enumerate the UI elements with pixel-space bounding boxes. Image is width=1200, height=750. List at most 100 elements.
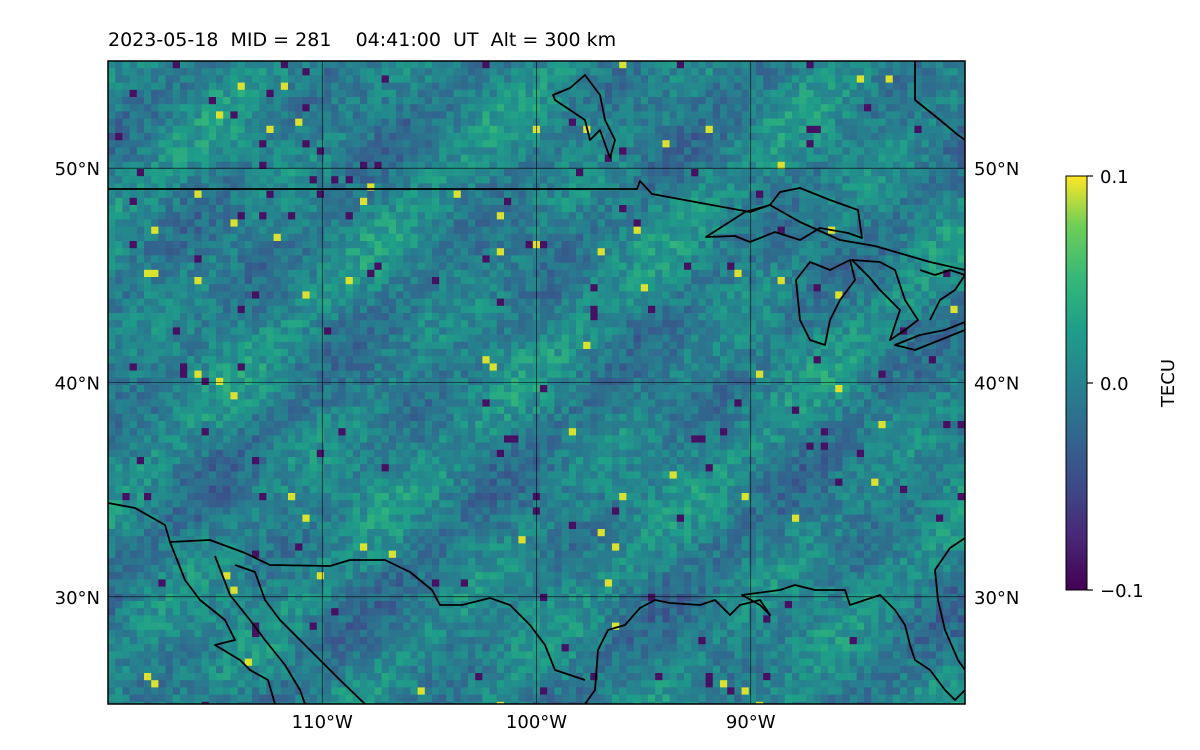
tec-cell <box>360 183 368 192</box>
tec-cell <box>468 176 476 184</box>
tec-cell <box>856 327 865 336</box>
tec-cell <box>662 111 671 120</box>
tec-cell <box>914 248 923 256</box>
tec-cell <box>367 255 375 264</box>
tec-cell <box>892 140 901 148</box>
tec-cell <box>720 313 728 321</box>
tec-cell <box>360 255 368 264</box>
tec-cell <box>208 176 217 184</box>
tec-cell <box>187 125 195 134</box>
tec-cell <box>446 82 455 91</box>
tec-cell <box>590 125 599 134</box>
tec-cell <box>698 68 707 76</box>
tec-cell <box>475 89 483 98</box>
tec-cell <box>907 197 915 206</box>
tec-cell <box>208 154 217 163</box>
tec-cell <box>604 140 613 148</box>
tec-cell <box>504 349 512 357</box>
tec-cell <box>352 118 361 127</box>
tec-cell <box>223 298 231 307</box>
tec-cell <box>943 248 951 256</box>
tec-cell <box>914 341 923 350</box>
tec-cell <box>482 154 491 163</box>
tec-cell <box>561 241 570 249</box>
tec-cell <box>662 226 671 235</box>
tec-cell <box>849 262 858 271</box>
tec-cell <box>324 269 332 278</box>
tec-cell <box>691 61 699 69</box>
tec-cell <box>864 104 872 112</box>
tec-cell <box>396 161 404 170</box>
tec-cell <box>280 334 289 343</box>
tec-cell <box>741 305 750 314</box>
tec-cell <box>158 125 167 134</box>
tec-cell <box>676 341 685 350</box>
tec-cell <box>828 219 836 228</box>
tec-cell <box>662 205 671 213</box>
tec-cell <box>388 269 397 278</box>
tec-cell <box>878 277 887 285</box>
tec-cell <box>748 118 757 127</box>
tec-cell <box>777 161 786 170</box>
tec-cell <box>136 327 145 336</box>
tec-cell <box>576 349 584 357</box>
tec-cell <box>367 212 375 220</box>
tec-cell <box>727 61 735 69</box>
tec-cell <box>237 262 246 271</box>
tec-cell <box>345 305 354 314</box>
tec-cell <box>309 140 318 148</box>
tec-cell <box>475 68 483 76</box>
tec-cell <box>792 61 800 69</box>
tec-cell <box>129 226 138 235</box>
tec-cell <box>172 212 181 220</box>
tec-cell <box>136 205 145 213</box>
tec-cell <box>352 356 361 364</box>
tec-cell <box>367 233 375 242</box>
tec-cell <box>396 291 404 300</box>
tec-cell <box>950 349 959 357</box>
tec-cell <box>518 82 527 91</box>
tec-cell <box>288 61 296 69</box>
tec-cell <box>705 327 714 336</box>
tec-cell <box>856 68 865 76</box>
tec-cell <box>554 169 563 177</box>
tec-cell <box>410 327 419 336</box>
tec-cell <box>648 205 656 213</box>
tec-cell <box>151 262 159 271</box>
tec-cell <box>518 147 527 156</box>
tec-cell <box>842 125 851 134</box>
tec-cell <box>943 341 951 350</box>
tec-cell <box>792 327 800 336</box>
tec-cell <box>835 125 843 134</box>
tec-cell <box>705 190 714 199</box>
tec-cell <box>360 176 368 184</box>
tec-cell <box>172 61 181 69</box>
tec-cell <box>151 190 159 199</box>
tec-cell <box>698 197 707 206</box>
tec-cell <box>324 284 332 292</box>
tec-cell <box>799 68 807 76</box>
tec-cell <box>950 89 959 98</box>
tec-cell <box>820 334 829 343</box>
tec-cell <box>640 349 649 357</box>
tec-cell <box>777 75 786 84</box>
tec-cell <box>259 125 267 134</box>
tec-cell <box>252 89 260 98</box>
tec-cell <box>943 118 951 127</box>
tec-cell <box>907 118 915 127</box>
tec-cell <box>921 248 930 256</box>
tec-cell <box>820 97 829 105</box>
tec-cell <box>554 183 563 192</box>
tec-cell <box>626 176 635 184</box>
tec-cell <box>432 183 440 192</box>
tec-cell <box>316 125 325 134</box>
tec-cell <box>446 89 455 98</box>
tec-cell <box>936 313 944 321</box>
tec-cell <box>655 255 663 264</box>
tec-cell <box>648 169 656 177</box>
tec-cell <box>763 205 771 213</box>
tec-cell <box>208 68 217 76</box>
tec-cell <box>460 291 469 300</box>
tec-cell <box>108 248 116 256</box>
tec-cell <box>727 284 735 292</box>
